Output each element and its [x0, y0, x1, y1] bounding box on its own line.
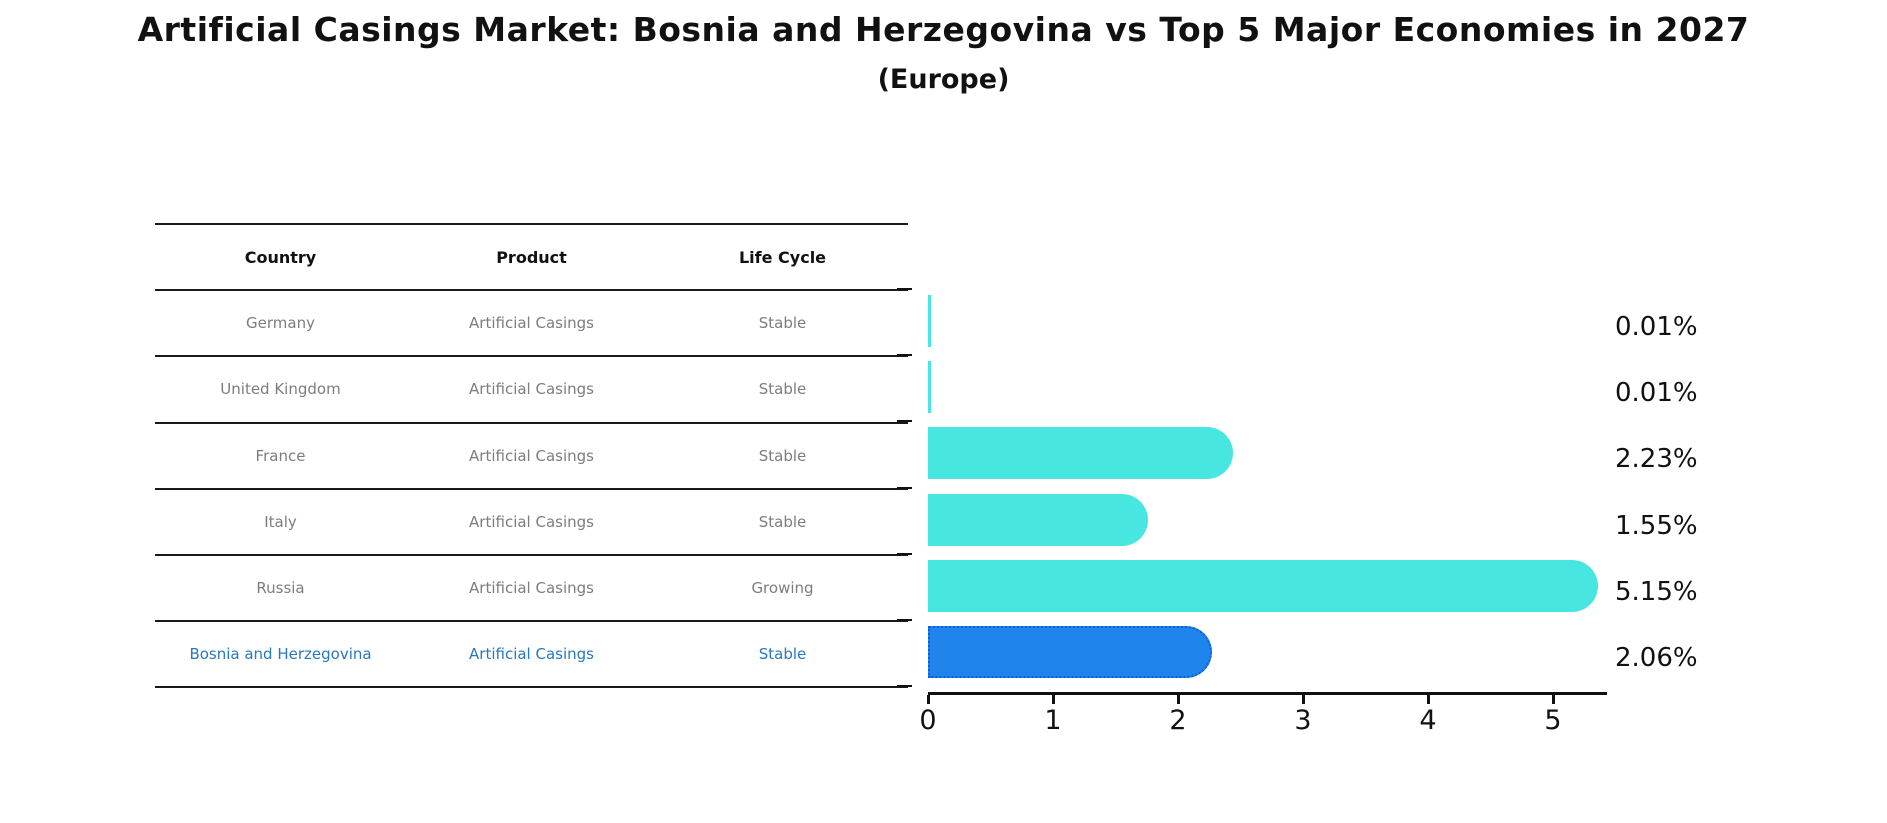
x-axis-tick-label: 1: [1044, 705, 1062, 736]
x-axis-tick-label: 0: [919, 705, 937, 736]
table-cell-life-cycle: Stable: [758, 380, 807, 399]
bar-france: [928, 427, 1233, 480]
bar-russia: [928, 559, 1598, 612]
y-axis-tick: [897, 420, 912, 423]
value-label: 5.15%: [1615, 576, 1698, 607]
table-cell-life-cycle: Stable: [758, 446, 807, 465]
table-cell-country: Italy: [264, 512, 297, 531]
table-row: United Kingdom Artificial Casings Stable: [155, 357, 908, 424]
table-row: France Artificial Casings Stable: [155, 424, 908, 490]
x-axis-tick: [1051, 695, 1055, 704]
x-axis-tick: [1301, 695, 1305, 704]
y-axis-tick: [897, 618, 912, 621]
x-axis-line: [928, 692, 1607, 695]
x-axis-tick: [1551, 695, 1555, 704]
value-label: 1.55%: [1615, 510, 1698, 541]
table-cell-life-cycle: Growing: [751, 579, 814, 598]
table-header-life-cycle: Life Cycle: [738, 247, 827, 267]
table-cell-product: Artificial Casings: [469, 645, 594, 664]
y-axis-tick: [897, 486, 912, 489]
x-axis-tick: [926, 695, 930, 704]
value-label: 0.01%: [1615, 378, 1698, 409]
bar-united-kingdom: [928, 361, 931, 414]
table-header-country: Country: [244, 247, 317, 267]
y-axis-tick: [897, 552, 912, 555]
table-cell-country: United Kingdom: [220, 380, 341, 399]
y-axis-tick: [897, 354, 912, 357]
table-body: Germany Artificial Casings Stable United Ki…: [155, 291, 908, 689]
table-cell-life-cycle: Stable: [758, 512, 807, 531]
value-label: 2.23%: [1615, 444, 1698, 475]
table-cell-product: Artificial Casings: [469, 446, 594, 465]
table-cell-product: Artificial Casings: [469, 380, 594, 399]
chart-title: Artificial Casings Market: Bosnia and He…: [137, 10, 1750, 49]
table-header-row: Country Product Life Cycle: [155, 225, 908, 292]
table-cell-country: Germany: [246, 314, 315, 333]
table-cell-country: Russia: [256, 579, 305, 598]
table-row: Germany Artificial Casings Stable: [155, 291, 908, 358]
x-axis-tick-label: 2: [1169, 705, 1187, 736]
y-axis-tick: [897, 685, 912, 688]
table-header-product: Product: [496, 247, 567, 267]
chart-subtitle: (Europe): [877, 64, 1010, 95]
table-cell-product: Artificial Casings: [469, 512, 594, 531]
bar-italy: [928, 493, 1148, 546]
bar-germany: [928, 295, 931, 347]
bar-bosnia-and-herzegovina: [928, 625, 1212, 678]
value-label: 0.01%: [1615, 312, 1698, 342]
x-axis-tick-label: 3: [1294, 705, 1312, 736]
bar-plot: [928, 289, 1605, 692]
x-axis-tick-label: 5: [1544, 705, 1562, 736]
x-axis-tick: [1176, 695, 1180, 704]
table-cell-life-cycle: Stable: [758, 645, 807, 664]
x-axis-tick: [1426, 695, 1430, 704]
value-label: 2.06%: [1615, 642, 1698, 673]
x-axis-tick-label: 4: [1419, 705, 1437, 736]
table-row: Russia Artificial Casings Growing: [155, 556, 908, 623]
table-cell-product: Artificial Casings: [469, 579, 594, 598]
table-cell-country: France: [255, 446, 306, 465]
y-axis-tick: [897, 288, 912, 290]
table-row: Italy Artificial Casings Stable: [155, 490, 908, 556]
table-cell-country: Bosnia and Herzegovina: [189, 645, 372, 664]
country-table: Country Product Life Cycle Germany Artifi…: [155, 223, 908, 689]
table-cell-product: Artificial Casings: [469, 314, 594, 333]
table-cell-life-cycle: Stable: [758, 314, 807, 333]
table-row: Bosnia and Herzegovina Artificial Casings…: [155, 622, 908, 689]
